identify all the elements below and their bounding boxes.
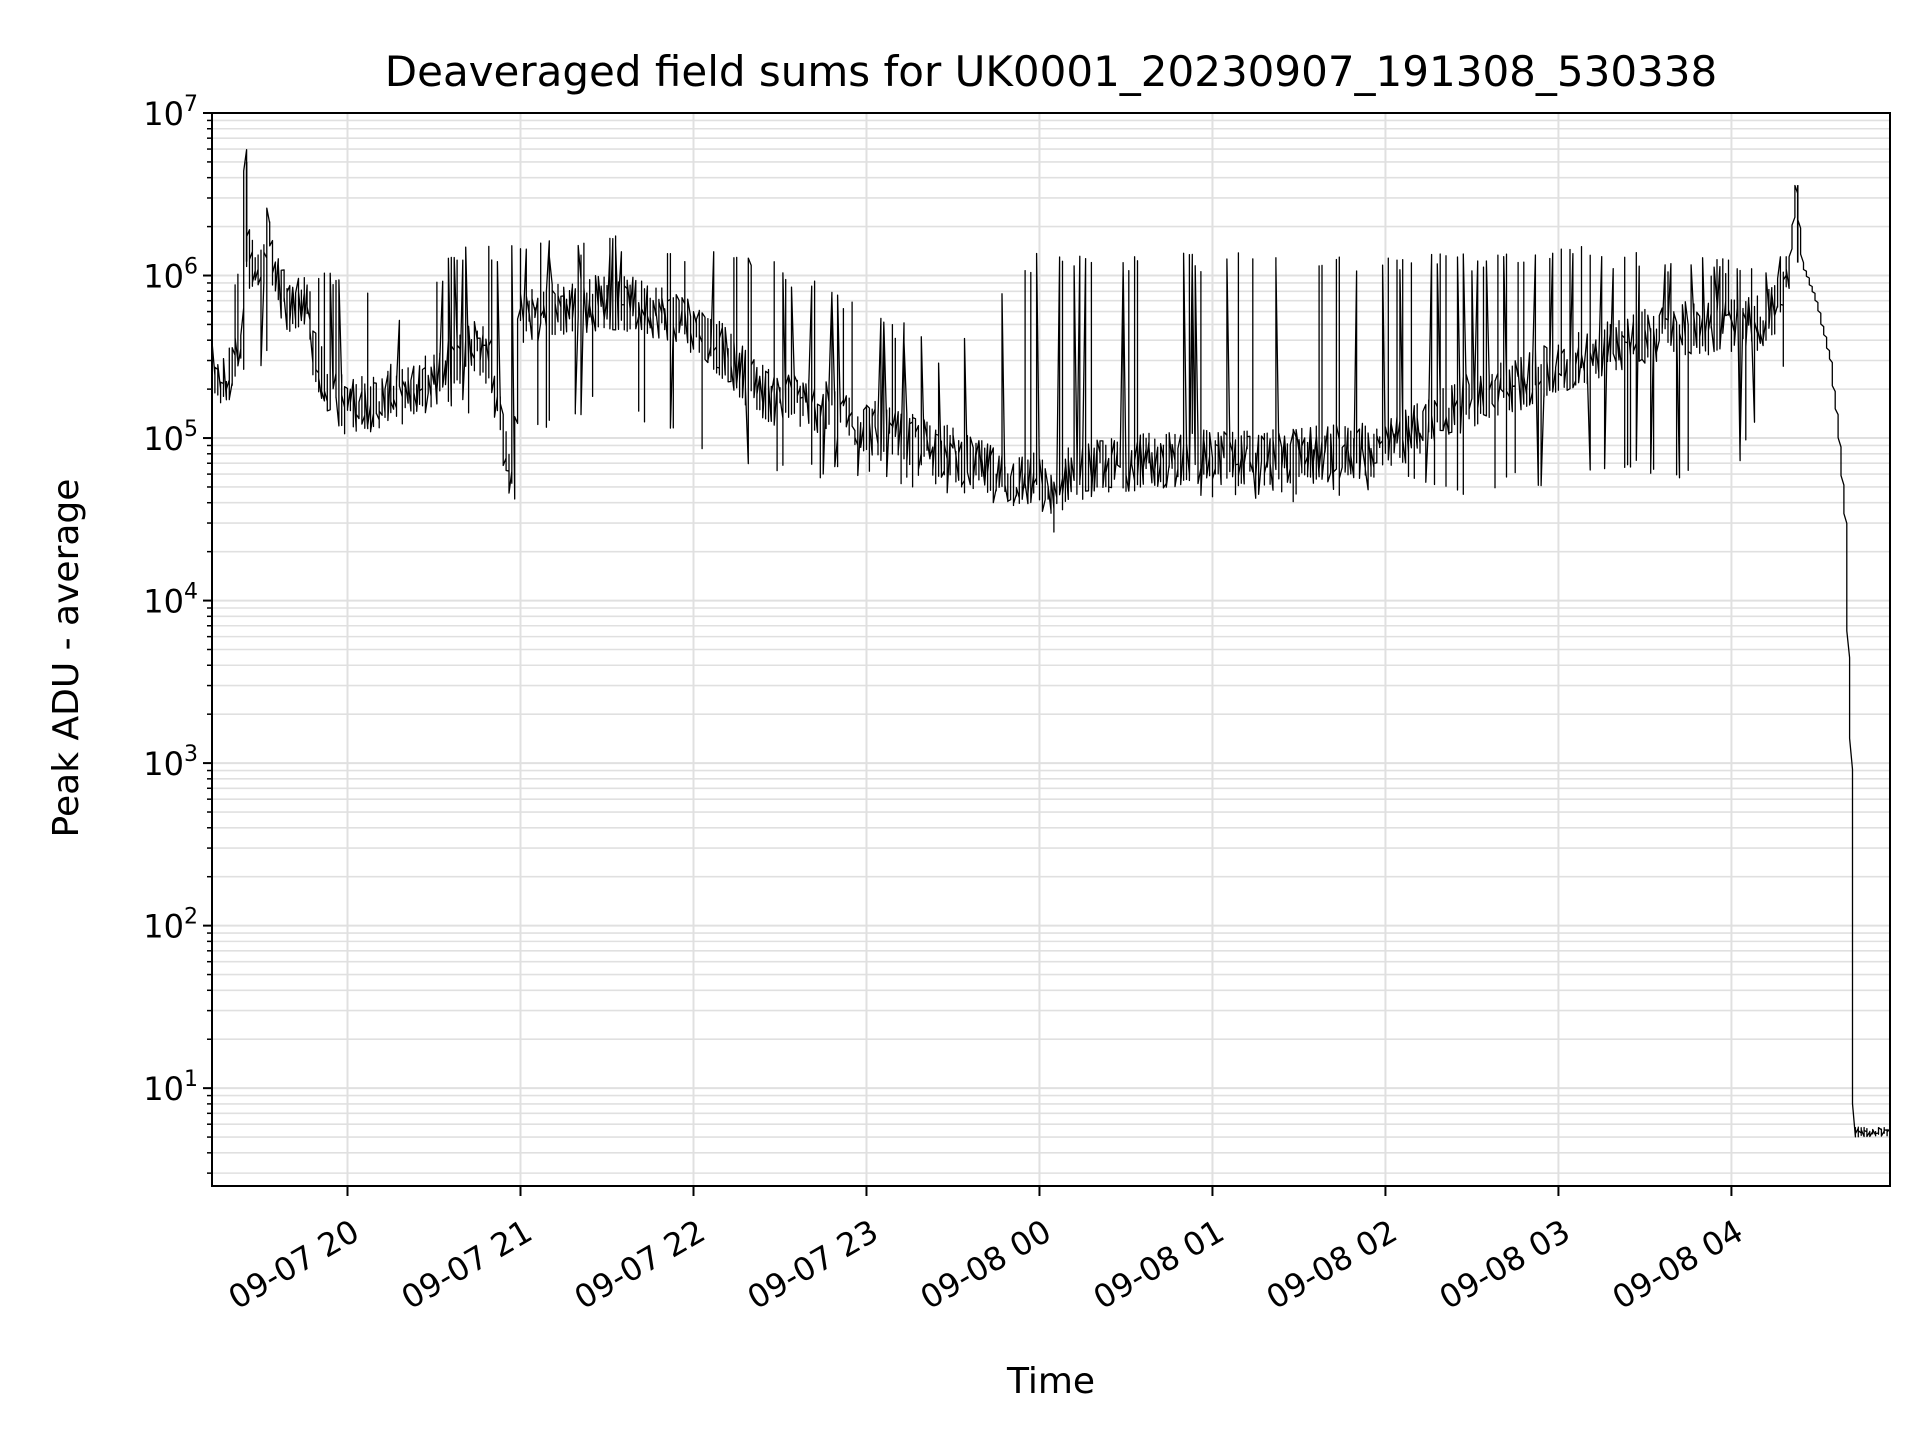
y-tick-exponent: 3 xyxy=(184,742,198,767)
x-axis-label: Time xyxy=(1006,1361,1095,1402)
y-tick-exponent: 6 xyxy=(184,255,198,280)
y-tick-exponent: 5 xyxy=(184,417,198,442)
y-tick-exponent: 1 xyxy=(184,1067,198,1092)
y-tick-exponent: 2 xyxy=(184,905,198,930)
y-tick-exponent: 7 xyxy=(184,92,198,117)
y-tick-exponent: 4 xyxy=(184,580,198,605)
series-line xyxy=(211,149,1891,1138)
y-axis-label: Peak ADU - average xyxy=(46,479,87,838)
chart-title: Deaveraged field sums for UK0001_2023090… xyxy=(385,47,1717,96)
y-tick-label: 106 xyxy=(143,255,198,296)
data-series xyxy=(211,149,1891,1138)
